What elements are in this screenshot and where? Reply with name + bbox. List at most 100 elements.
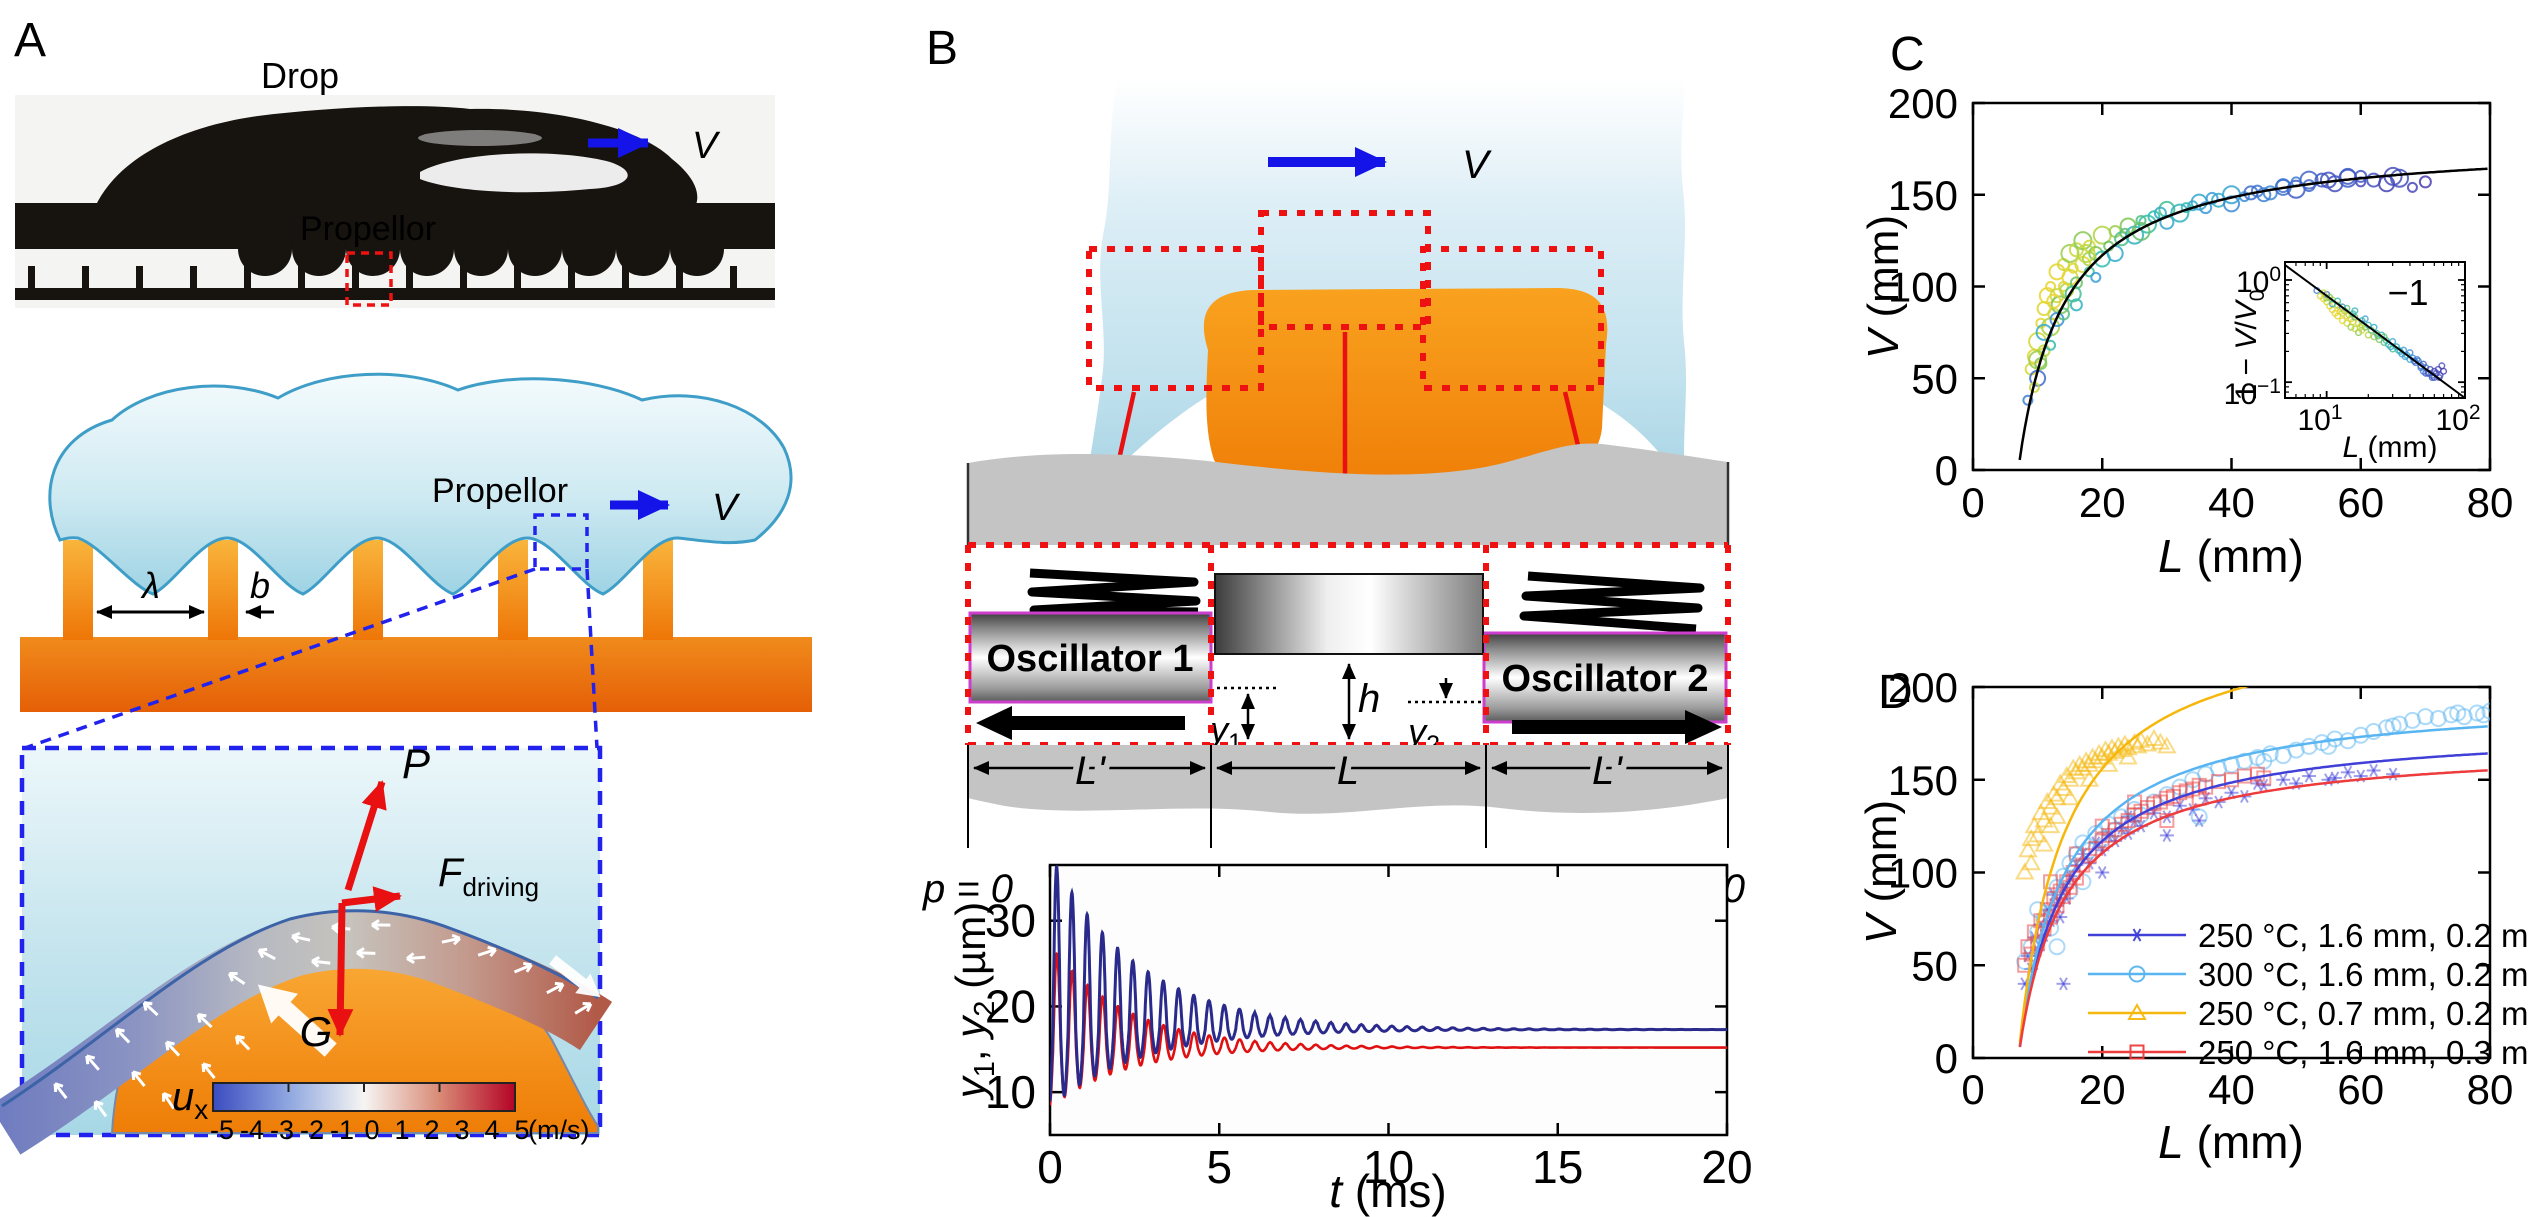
svg-text:0: 0 (1935, 1035, 1958, 1082)
cixl-2: (mm) (2359, 431, 2437, 464)
d-plot-axes (1971, 685, 2492, 1060)
svg-text:50: 50 (1911, 355, 1958, 402)
c-inset: −1 100 10−1 101 102 L (mm) 1 − V/V0 (2224, 261, 2481, 464)
svg-text:4: 4 (484, 1115, 499, 1145)
c-inset-slope-label: −1 (2387, 272, 2428, 313)
c-xl-2: (mm) (2184, 530, 2304, 582)
drop-highlight-2 (418, 130, 542, 146)
panel-c-label: C (1890, 28, 1925, 81)
inspection-box-right (1420, 246, 1604, 391)
push-arrow-right (1512, 710, 1722, 744)
svg-text:10: 10 (985, 1066, 1036, 1118)
svg-text:20: 20 (2079, 479, 2126, 526)
b-yl-5: 2 (969, 1001, 1001, 1017)
force-arrow-f (341, 886, 402, 913)
big-flow-arrow-right (549, 955, 601, 998)
drop-photo: Propellor V (15, 95, 775, 308)
force-label-g: G (300, 1008, 333, 1055)
upper-liquid-band (968, 443, 1728, 545)
zoom-connector-right (585, 568, 599, 749)
c-inset-ytick-1: 10−1 (2224, 375, 2281, 411)
pillar-comb (28, 222, 737, 292)
pillar (63, 540, 93, 640)
svg-text:0: 0 (1935, 447, 1958, 494)
pillar-schematic: λ b Propellor V (20, 372, 812, 750)
oscillator2-label: Oscillator 2 (1502, 658, 1709, 700)
b-yl-6: (µm) (947, 902, 994, 1001)
colorbar-tick-labels: -5 -4 -3 -2 -1 0 1 2 3 4 5 (210, 1115, 530, 1145)
svg-text:40: 40 (2208, 1066, 2255, 1113)
b-xl-2: (ms) (1342, 1165, 1447, 1217)
svg-text:100: 100 (1888, 264, 1958, 311)
ciyl-4: V (2230, 298, 2263, 321)
oscillator2-box (1482, 631, 1728, 724)
propellor-schematic-label: Propellor (432, 472, 568, 510)
b-yl-4: y (947, 1014, 994, 1041)
svg-text:-1: -1 (330, 1115, 354, 1145)
cit-6: 1 (2331, 401, 2343, 424)
b-xl-1: t (1329, 1165, 1344, 1217)
force-arrow-g (327, 902, 354, 1037)
svg-text:20: 20 (985, 980, 1036, 1032)
c-yl-1: V (1859, 326, 1908, 359)
cit-8: 2 (2469, 401, 2481, 424)
c-plot-xlabel: L (mm) (2158, 530, 2304, 582)
force-label-p: P (402, 740, 430, 787)
l-center-label: L (1337, 749, 1359, 793)
y1-main: y (1207, 709, 1230, 750)
b-plot-axes (1048, 863, 1729, 1137)
svg-text:50: 50 (1911, 942, 1958, 989)
svg-text:2: 2 (424, 1115, 439, 1145)
c-inset-xtick-0: 101 (2297, 401, 2342, 437)
cit-4: −1 (2257, 375, 2281, 398)
c-inset-xtick-1: 102 (2435, 401, 2480, 437)
ux-sub: x (194, 1094, 208, 1125)
b-plot-tick-labels: 0 5 10 15 20 10 20 30 (985, 895, 1753, 1193)
f-main: F (438, 851, 465, 895)
svg-text:-3: -3 (270, 1115, 294, 1145)
push-arrow-left (976, 706, 1185, 740)
b-plot-ylabel: y1, y2 (µm) (947, 902, 1001, 1101)
pressure-label-left: p = 0 (922, 867, 1013, 911)
panel-d: D 0 20 40 60 80 0 50 100 150 200 V (mm) L (mm) 25… (1857, 664, 2530, 1168)
b-plot-curves (1050, 865, 1727, 1106)
colorbar-gradient (212, 1082, 516, 1112)
svg-text:30: 30 (985, 895, 1036, 947)
velocity-label-b: V (1462, 143, 1492, 187)
svg-text:60: 60 (2337, 479, 2384, 526)
svg-text:0: 0 (364, 1115, 379, 1145)
h-label: h (1358, 677, 1380, 721)
svg-text:10: 10 (1363, 1141, 1414, 1193)
liquid-vapor-interface (1, 909, 599, 1108)
d-legend-markers (2088, 928, 2186, 1060)
pillar (208, 540, 238, 640)
c-inset-ytick-0: 100 (2236, 263, 2281, 299)
big-flow-arrow-left (257, 984, 337, 1057)
c-fit-curve (2018, 167, 2488, 461)
svg-text:20: 20 (1701, 1141, 1752, 1193)
c-yl-2: (mm) (1859, 215, 1908, 330)
c-inset-ylabel: 1 − V/V0 (2230, 290, 2269, 401)
inspection-box-center (1258, 210, 1431, 330)
d-yl-1: V (1857, 911, 1906, 944)
d-xl-1: L (2158, 1116, 2184, 1168)
velocity-label-photo: V (692, 125, 721, 167)
cit-3: 10 (2224, 378, 2257, 411)
c-plot-ticks (1971, 101, 2492, 472)
ux-main: u (172, 1075, 194, 1119)
panel-a: A Drop Propellor V (0, 14, 812, 1155)
cit-7: 10 (2435, 404, 2468, 437)
dimension-verticals (967, 745, 1729, 848)
zoom-connector-left (24, 567, 536, 750)
lprime-right-label: L' (1592, 749, 1623, 793)
legend-entry-2: 250 °C, 0.7 mm, 0.2 mm (2198, 995, 2530, 1032)
spring-right (1519, 571, 1705, 634)
svg-text:40: 40 (2208, 479, 2255, 526)
b-yl-3: , (947, 1038, 994, 1061)
pillar (498, 540, 528, 640)
svg-text:-5: -5 (210, 1115, 234, 1145)
svg-text:0: 0 (1037, 1141, 1063, 1193)
lambda-label: λ (140, 565, 160, 606)
